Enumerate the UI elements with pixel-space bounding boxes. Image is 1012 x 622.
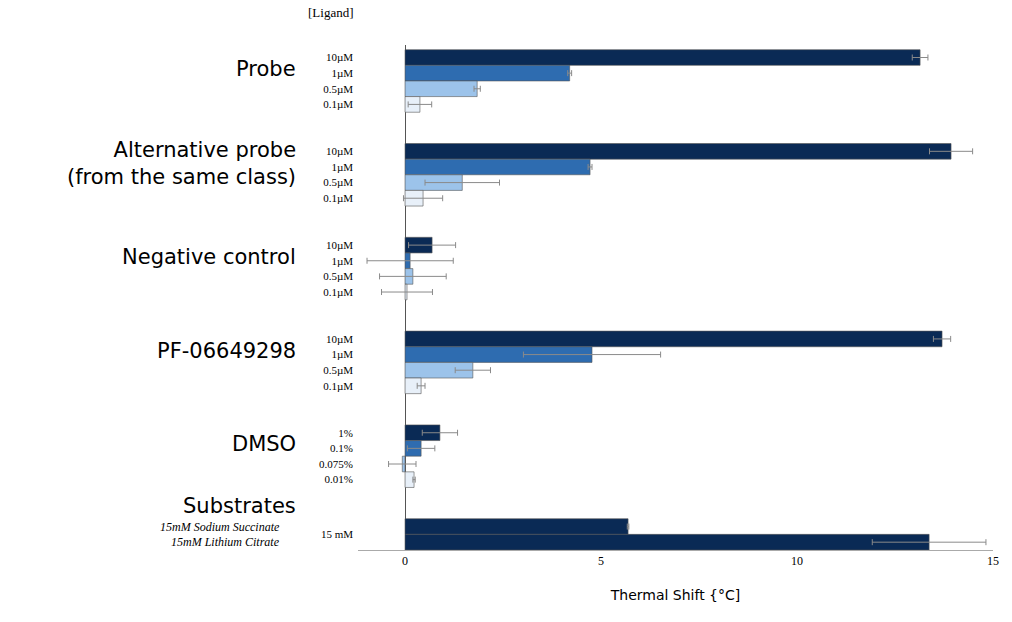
svg-text:0.1%: 0.1% bbox=[330, 442, 353, 454]
svg-text:10µM: 10µM bbox=[326, 239, 353, 251]
svg-text:1µM: 1µM bbox=[331, 161, 353, 173]
svg-text:Substrates: Substrates bbox=[183, 494, 296, 518]
svg-text:Negative control: Negative control bbox=[122, 245, 296, 269]
svg-text:0.1µM: 0.1µM bbox=[323, 380, 353, 392]
svg-text:DMSO: DMSO bbox=[232, 432, 296, 456]
svg-text:Thermal Shift {°C]: Thermal Shift {°C] bbox=[610, 587, 741, 603]
svg-text:0: 0 bbox=[402, 554, 408, 568]
svg-text:0.1µM: 0.1µM bbox=[323, 286, 353, 298]
svg-text:0.5µM: 0.5µM bbox=[323, 270, 353, 282]
svg-text:0.5µM: 0.5µM bbox=[323, 176, 353, 188]
svg-text:5: 5 bbox=[598, 554, 604, 568]
svg-text:15mM Sodium Succinate: 15mM Sodium Succinate bbox=[160, 520, 280, 534]
svg-text:15: 15 bbox=[987, 554, 999, 568]
svg-text:0.5µM: 0.5µM bbox=[323, 83, 353, 95]
svg-text:0.01%: 0.01% bbox=[325, 473, 353, 485]
svg-text:0.075%: 0.075% bbox=[319, 458, 353, 470]
svg-text:[Ligand]: [Ligand] bbox=[308, 5, 353, 20]
svg-text:10µM: 10µM bbox=[326, 333, 353, 345]
svg-text:0.1µM: 0.1µM bbox=[323, 98, 353, 110]
svg-text:10µM: 10µM bbox=[326, 51, 353, 63]
svg-text:1%: 1% bbox=[338, 427, 353, 439]
svg-text:15mM Lithium Citrate: 15mM Lithium Citrate bbox=[171, 535, 280, 549]
svg-text:Alternative probe(from the sam: Alternative probe(from the same class) bbox=[67, 138, 296, 189]
svg-text:10: 10 bbox=[791, 554, 803, 568]
svg-text:1µM: 1µM bbox=[331, 348, 353, 360]
svg-text:10µM: 10µM bbox=[326, 145, 353, 157]
svg-text:0.5µM: 0.5µM bbox=[323, 364, 353, 376]
svg-text:PF-06649298: PF-06649298 bbox=[157, 339, 296, 363]
svg-text:15 mM: 15 mM bbox=[321, 528, 353, 540]
svg-text:1µM: 1µM bbox=[331, 255, 353, 267]
svg-text:0.1µM: 0.1µM bbox=[323, 192, 353, 204]
svg-text:Probe: Probe bbox=[236, 57, 296, 81]
svg-text:1µM: 1µM bbox=[331, 67, 353, 79]
